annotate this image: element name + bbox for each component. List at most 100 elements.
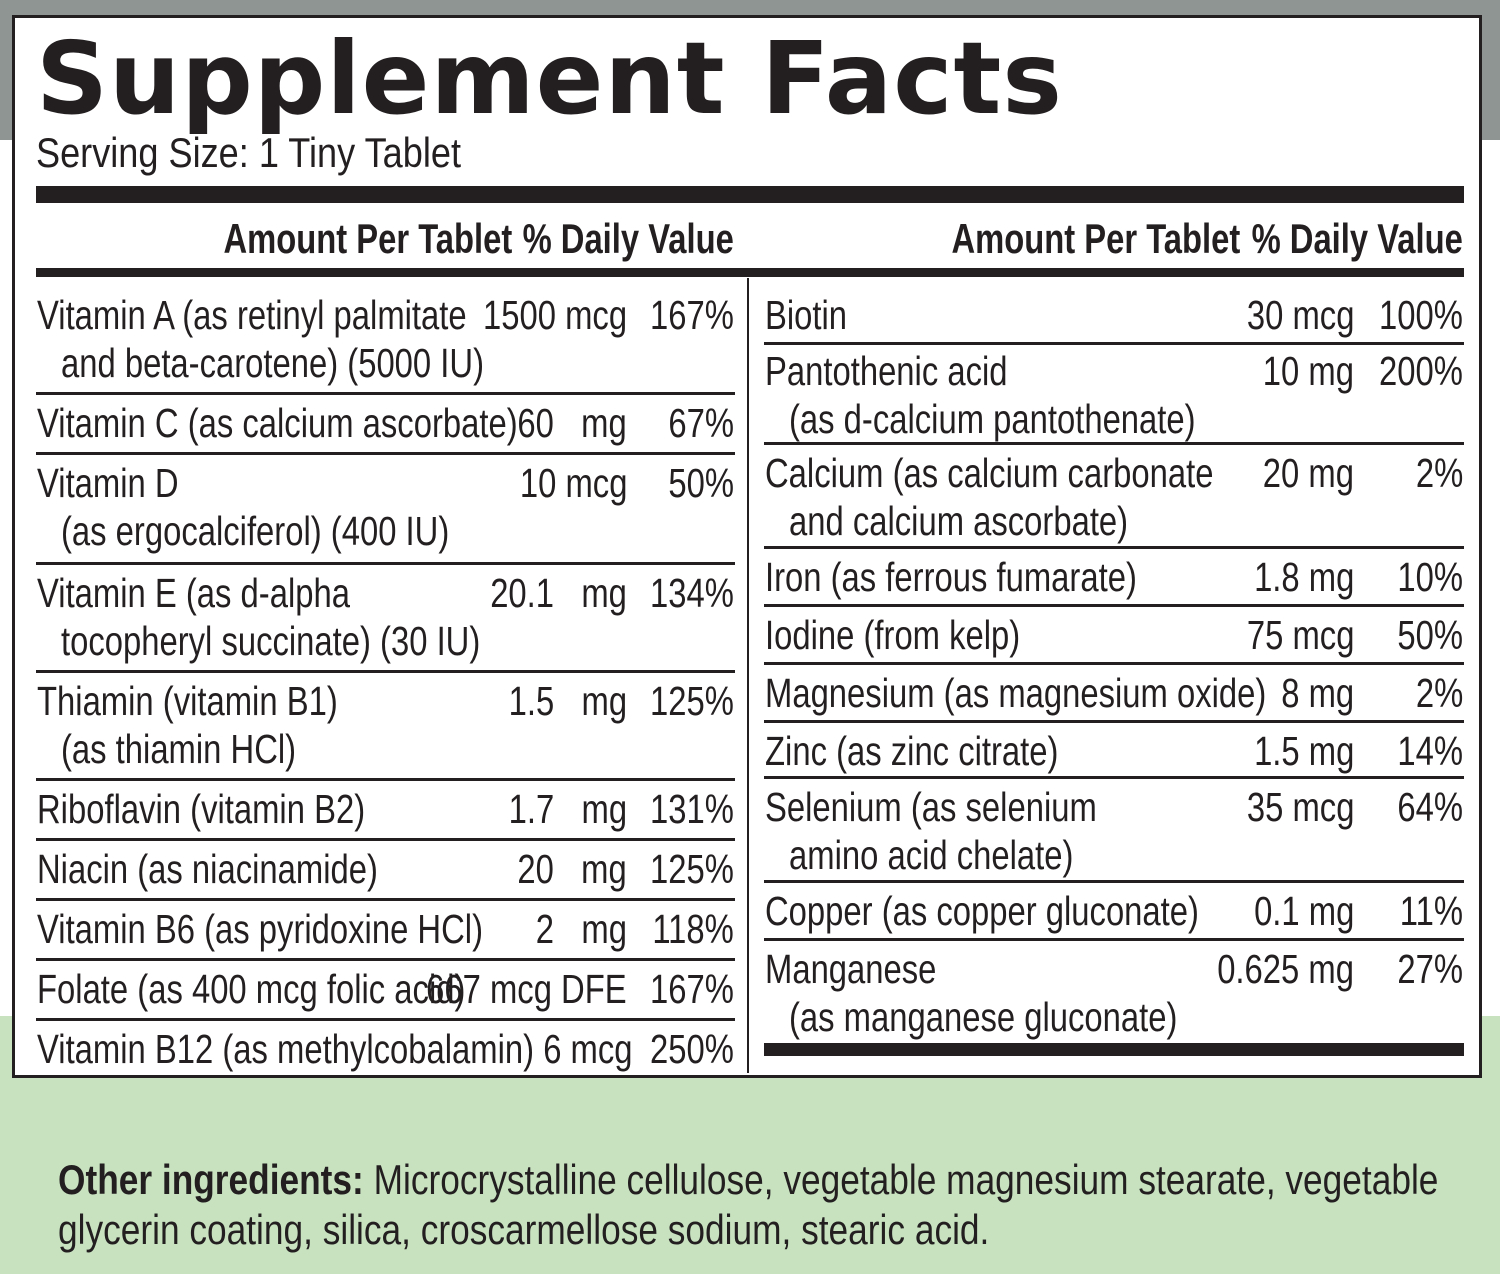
left-row-0-name: Vitamin A (as retinyl palmitate: [37, 292, 467, 338]
right-row-2-amount: 20 mg: [1262, 450, 1354, 496]
left-row-0-dv: 167%: [650, 292, 734, 338]
left-row-divider-2: [36, 562, 735, 565]
left-row-6-amount: 20 mg: [517, 846, 627, 892]
right-row-7-name-cont: amino acid chelate): [789, 832, 1074, 878]
column-separator: [747, 278, 749, 1073]
left-row-divider-4: [36, 778, 735, 781]
left-row-8-name: Folate (as 400 mcg folic acid): [37, 966, 466, 1012]
left-header-dv: % Daily Value: [522, 215, 734, 262]
right-row-1-dv: 200%: [1379, 348, 1463, 394]
left-row-4-dv: 125%: [650, 678, 734, 724]
left-row-divider-1: [36, 452, 735, 455]
right-row-7-dv: 64%: [1397, 784, 1463, 830]
right-row-5-amount: 8 mg: [1281, 670, 1354, 716]
left-row-3-amount: 20.1 mg: [490, 570, 627, 616]
right-row-0-amount: 30 mcg: [1246, 292, 1354, 338]
right-row-2-name-cont: and calcium ascorbate): [789, 498, 1129, 544]
left-row-2-name: Vitamin D: [37, 460, 179, 506]
right-row-3-amount: 1.8 mg: [1253, 554, 1354, 600]
right-row-9-amount: 0.625 mg: [1217, 946, 1354, 992]
left-row-divider-7: [36, 958, 735, 961]
left-row-5-amount: 1.7 mg: [508, 786, 628, 832]
right-row-4-dv: 50%: [1397, 612, 1463, 658]
right-row-divider-5: [764, 720, 1464, 723]
right-row-7-amount: 35 mcg: [1246, 784, 1354, 830]
left-row-2-amount: 10 mcg: [519, 460, 627, 506]
left-row-6-dv: 125%: [650, 846, 734, 892]
right-row-divider-8: [764, 938, 1464, 941]
other-ingredients-text-1: Microcrystalline cellulose, vegetable ma…: [363, 1156, 1439, 1203]
left-row-2-name-cont: (as ergocalciferol) (400 IU): [61, 508, 450, 554]
other-ingredients-line-2: glycerin coating, silica, croscarmellose…: [58, 1206, 990, 1253]
right-row-7-name: Selenium (as selenium: [765, 784, 1097, 830]
right-row-1-name: Pantothenic acid: [765, 348, 1008, 394]
other-ingredients-line-1: Other ingredients: Microcrystalline cell…: [58, 1155, 1438, 1205]
right-row-9-name-cont: (as manganese gluconate): [789, 994, 1178, 1040]
other-ingredients: Other ingredients: Microcrystalline cell…: [58, 1155, 1438, 1255]
right-header-amount: Amount Per Tablet: [951, 215, 1240, 262]
left-row-7-dv: 118%: [652, 906, 734, 952]
left-row-8-dv: 167%: [650, 966, 734, 1012]
right-row-1-name-cont: (as d-calcium pantothenate): [789, 396, 1196, 442]
left-row-divider-5: [36, 838, 735, 841]
right-row-2-dv: 2%: [1415, 450, 1463, 496]
left-row-divider-6: [36, 898, 735, 901]
right-row-4-amount: 75 mcg: [1246, 612, 1354, 658]
left-row-1-amount: 60 mg: [517, 400, 627, 446]
right-row-3-name: Iron (as ferrous fumarate): [765, 554, 1137, 600]
serving-size: Serving Size: 1 Tiny Tablet: [36, 129, 461, 176]
left-header-amount: Amount Per Tablet: [223, 215, 512, 262]
right-row-1-amount: 10 mg: [1262, 348, 1354, 394]
right-row-6-dv: 14%: [1397, 728, 1463, 774]
right-row-9-name: Manganese: [765, 946, 937, 992]
left-row-6-name: Niacin (as niacinamide): [37, 846, 378, 892]
right-row-8-dv: 11%: [1399, 888, 1463, 934]
right-row-divider-7: [764, 880, 1464, 883]
right-row-8-amount: 0.1 mg: [1253, 888, 1354, 934]
right-header-dv: % Daily Value: [1251, 215, 1463, 262]
left-row-0-name-cont: and beta-carotene) (5000 IU): [61, 340, 485, 386]
label-title: Supplement Facts: [36, 20, 1063, 137]
right-row-5-dv: 2%: [1415, 670, 1463, 716]
left-row-divider-3: [36, 670, 735, 673]
right-row-divider-4: [764, 662, 1464, 665]
right-row-2-name: Calcium (as calcium carbonate: [765, 450, 1214, 496]
left-row-2-dv: 50%: [668, 460, 734, 506]
right-row-divider-0: [764, 342, 1464, 345]
left-row-3-name-cont: tocopheryl succinate) (30 IU): [61, 618, 481, 664]
right-row-6-name: Zinc (as zinc citrate): [765, 728, 1059, 774]
left-row-9-name: Vitamin B12 (as methylcobalamin) 6 mcg: [37, 1026, 633, 1072]
right-row-6-amount: 1.5 mg: [1253, 728, 1354, 774]
left-row-4-amount: 1.5 mg: [508, 678, 628, 724]
right-row-divider-3: [764, 604, 1464, 607]
right-row-divider-1: [764, 442, 1464, 445]
header-divider: [36, 268, 1464, 277]
left-row-5-name: Riboflavin (vitamin B2): [37, 786, 366, 832]
right-row-5-name: Magnesium (as magnesium oxide): [765, 670, 1267, 716]
left-row-5-dv: 131%: [650, 786, 734, 832]
left-row-8-amount: 667 mcg DFE: [426, 966, 627, 1012]
other-ingredients-label: Other ingredients:: [58, 1156, 364, 1203]
thick-divider: [36, 186, 1464, 203]
right-row-0-dv: 100%: [1379, 292, 1463, 338]
left-row-1-name: Vitamin C (as calcium ascorbate): [37, 400, 518, 446]
right-row-4-name: Iodine (from kelp): [765, 612, 1021, 658]
left-row-3-name: Vitamin E (as d-alpha: [37, 570, 350, 616]
right-row-8-name: Copper (as copper gluconate): [765, 888, 1199, 934]
end-divider: [764, 1043, 1464, 1056]
left-row-9-dv: 250%: [650, 1026, 734, 1072]
right-row-0-name: Biotin: [765, 292, 848, 338]
right-row-divider-6: [764, 776, 1464, 779]
left-row-0-amount: 1500 mcg: [482, 292, 627, 338]
left-row-7-name: Vitamin B6 (as pyridoxine HCl): [37, 906, 484, 952]
left-row-7-amount: 2 mg: [535, 906, 627, 952]
right-row-3-dv: 10%: [1397, 554, 1463, 600]
left-row-1-dv: 67%: [668, 400, 734, 446]
left-row-divider-8: [36, 1018, 735, 1021]
right-row-9-dv: 27%: [1397, 946, 1463, 992]
left-row-divider-0: [36, 392, 735, 395]
left-row-4-name: Thiamin (vitamin B1): [37, 678, 338, 724]
right-row-divider-2: [764, 546, 1464, 549]
left-row-3-dv: 134%: [650, 570, 734, 616]
left-row-4-name-cont: (as thiamin HCl): [61, 726, 297, 772]
